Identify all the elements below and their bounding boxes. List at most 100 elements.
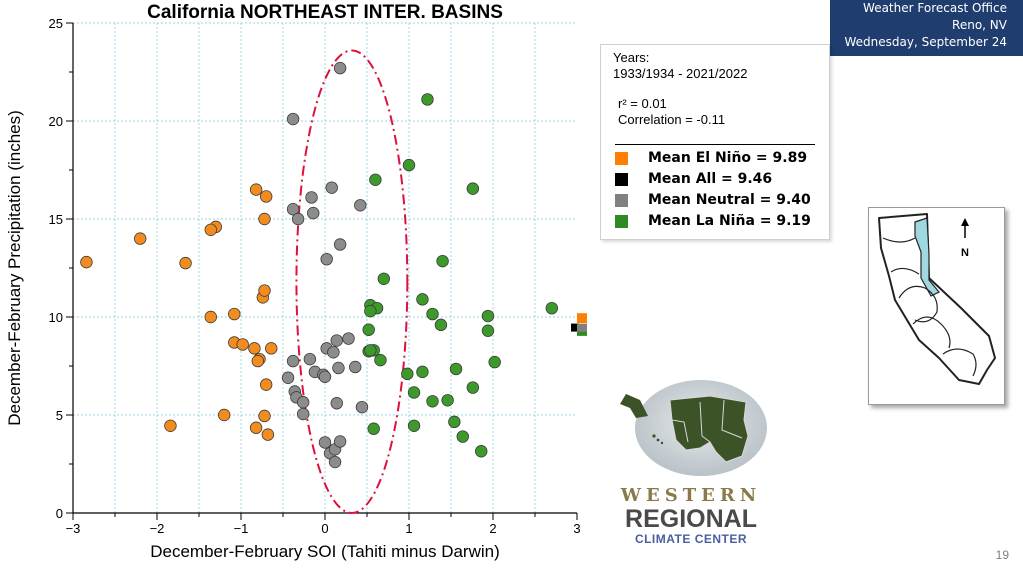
point-neutral — [291, 212, 305, 226]
point-el-nino — [133, 232, 147, 245]
point-el-nino — [251, 354, 264, 368]
point-la-nina — [426, 307, 439, 321]
point-el-nino — [179, 256, 192, 270]
point-neutral — [320, 252, 333, 266]
point-neutral — [330, 397, 343, 410]
legend-label-la-nina: Mean La Niña = 9.19 — [648, 213, 811, 229]
legend-label-el-nino: Mean El Niño = 9.89 — [648, 150, 808, 166]
chart-axes: −3 −2 −1 0 1 2 3 0 5 10 15 20 25 — [49, 16, 581, 536]
point-neutral — [318, 370, 332, 383]
y-tick-label: 5 — [56, 408, 63, 423]
legend-swatch-la-nina — [615, 214, 628, 228]
legend-years-range: 1933/1934 - 2021/2022 — [613, 66, 748, 81]
x-tick-label: 2 — [489, 521, 496, 536]
point-la-nina — [367, 422, 380, 435]
point-neutral — [296, 396, 310, 409]
point-la-nina — [466, 381, 480, 394]
point-la-nina — [426, 395, 439, 408]
point-el-nino — [249, 421, 263, 434]
x-tick-label: −3 — [66, 521, 81, 536]
point-neutral — [354, 199, 367, 212]
point-la-nina — [401, 367, 414, 381]
confidence-ellipse — [295, 49, 409, 514]
point-el-nino — [260, 190, 273, 203]
point-neutral — [296, 407, 310, 421]
point-neutral — [318, 436, 332, 449]
point-neutral — [286, 354, 300, 368]
chart-mean-markers — [571, 313, 587, 336]
point-neutral — [330, 334, 343, 347]
point-el-nino — [258, 284, 271, 297]
point-la-nina — [407, 386, 421, 399]
wfo-header: Weather Forecast Office Reno, NV Wednesd… — [830, 0, 1023, 56]
point-el-nino — [217, 408, 231, 422]
point-el-nino — [248, 342, 261, 355]
legend-swatch-neutral — [615, 193, 628, 207]
legend-divider — [615, 144, 815, 145]
legend-correlation: Correlation = -0.11 — [618, 112, 726, 127]
point-la-nina — [434, 318, 448, 332]
point-la-nina — [416, 365, 429, 379]
point-neutral — [333, 238, 347, 251]
california-map-icon: N — [878, 213, 996, 385]
point-la-nina — [407, 419, 421, 432]
point-neutral — [305, 191, 318, 204]
wfo-city: Reno, NV — [952, 18, 1007, 32]
point-el-nino — [258, 409, 271, 423]
point-neutral — [303, 352, 317, 366]
wfo-date: Wednesday, September 24 — [844, 35, 1007, 49]
chart-points — [80, 61, 559, 469]
wrcc-logo-icon — [620, 380, 767, 476]
point-neutral — [281, 371, 295, 384]
point-la-nina — [364, 304, 377, 318]
point-neutral — [355, 400, 369, 414]
page-number: 19 — [995, 548, 1009, 562]
point-el-nino — [204, 310, 217, 324]
point-la-nina — [448, 415, 461, 429]
point-neutral — [286, 202, 300, 216]
point-la-nina — [475, 445, 488, 458]
point-la-nina — [488, 355, 501, 369]
x-tick-label: −1 — [234, 521, 249, 536]
point-el-nino — [80, 255, 93, 269]
point-neutral — [342, 332, 355, 345]
x-tick-label: 3 — [573, 521, 580, 536]
legend-swatch-all — [615, 172, 628, 186]
point-la-nina — [466, 182, 480, 195]
point-la-nina — [449, 362, 463, 376]
point-neutral — [333, 435, 347, 448]
x-axis-label: December-February SOI (Tahiti minus Darw… — [150, 542, 500, 561]
mean-marker-neutral — [577, 323, 587, 332]
legend-r-squared: r² = 0.01 — [618, 96, 667, 111]
legend-entry-la-nina: Mean La Niña = 9.19 — [615, 212, 811, 230]
wrcc-climate-center: CLIMATE CENTER — [634, 532, 748, 546]
north-label: N — [961, 247, 969, 259]
mean-marker-el-nino — [577, 313, 587, 324]
point-el-nino — [260, 378, 273, 391]
point-la-nina — [362, 323, 375, 336]
legend-entry-el-nino: Mean El Niño = 9.89 — [615, 149, 807, 167]
point-el-nino — [204, 223, 217, 236]
wrcc-regional: REGIONAL — [625, 505, 757, 533]
point-neutral — [328, 455, 342, 469]
point-la-nina — [416, 293, 429, 306]
point-el-nino — [265, 342, 278, 355]
point-neutral — [333, 61, 347, 75]
x-tick-label: 0 — [321, 521, 328, 536]
point-el-nino — [249, 183, 263, 196]
legend-years-label: Years: — [613, 50, 650, 65]
point-el-nino — [236, 338, 249, 351]
point-la-nina — [402, 158, 416, 172]
point-la-nina — [441, 394, 454, 407]
y-axis-label: December-February Precipitation (inches) — [5, 110, 24, 426]
legend-label-neutral: Mean Neutral = 9.40 — [648, 192, 811, 208]
y-tick-label: 0 — [56, 506, 63, 521]
point-el-nino — [164, 419, 177, 432]
point-neutral — [332, 361, 345, 375]
y-tick-label: 10 — [49, 310, 63, 325]
point-la-nina — [374, 353, 387, 367]
mean-marker-all — [571, 323, 579, 332]
point-la-nina — [436, 254, 449, 268]
legend-swatch-el-nino — [615, 151, 628, 165]
